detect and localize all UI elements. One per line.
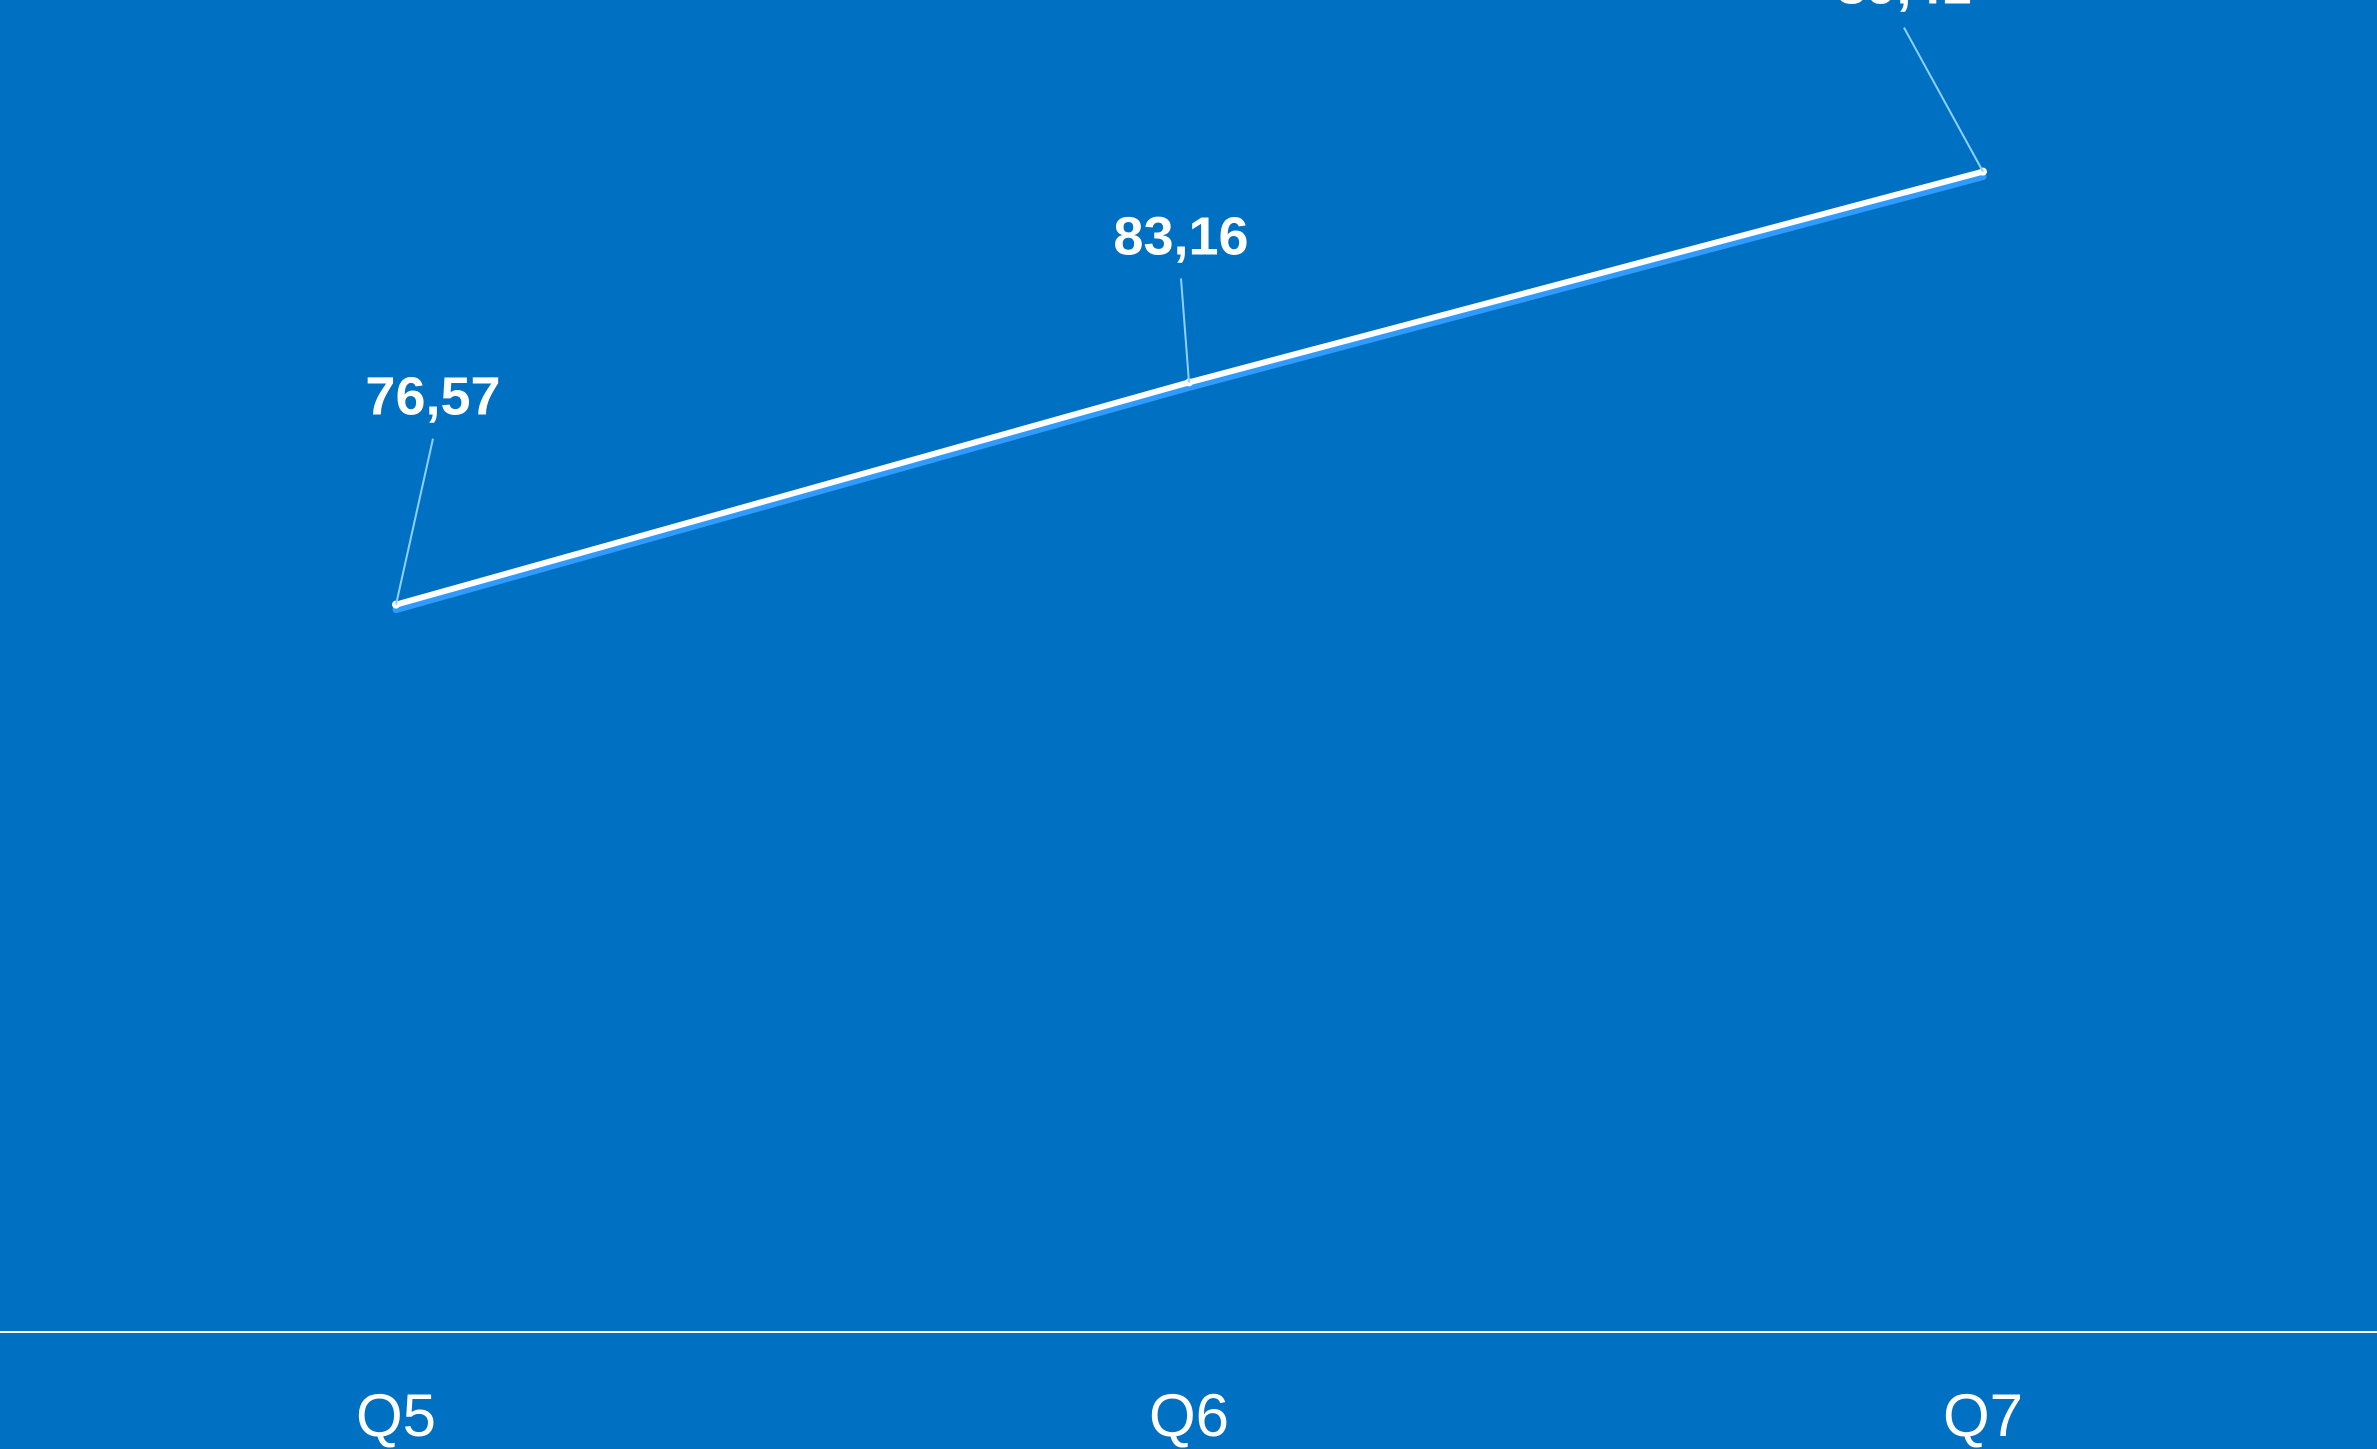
drop-lines xyxy=(395,171,1984,1320)
x-axis-tick-labels: Q5 Q6 Q7 xyxy=(356,1382,2023,1449)
data-label-q6: 83,16 xyxy=(1113,206,1248,266)
data-label-q5: 76,57 xyxy=(365,367,500,427)
data-label-q7: 89,41 xyxy=(1836,0,1971,16)
data-labels: 76,57 83,16 89,41 xyxy=(365,0,1971,427)
x-tick-label-q5: Q5 xyxy=(356,1382,436,1449)
label-leaders xyxy=(395,27,1984,605)
leader-line-q6 xyxy=(1180,278,1190,383)
x-tick-label-q6: Q6 xyxy=(1149,1382,1229,1449)
leader-line-q7 xyxy=(1903,27,1984,173)
series-line-shadow xyxy=(392,173,1987,614)
x-tick-label-q7: Q7 xyxy=(1943,1382,2023,1449)
leader-line-q5 xyxy=(395,438,434,605)
